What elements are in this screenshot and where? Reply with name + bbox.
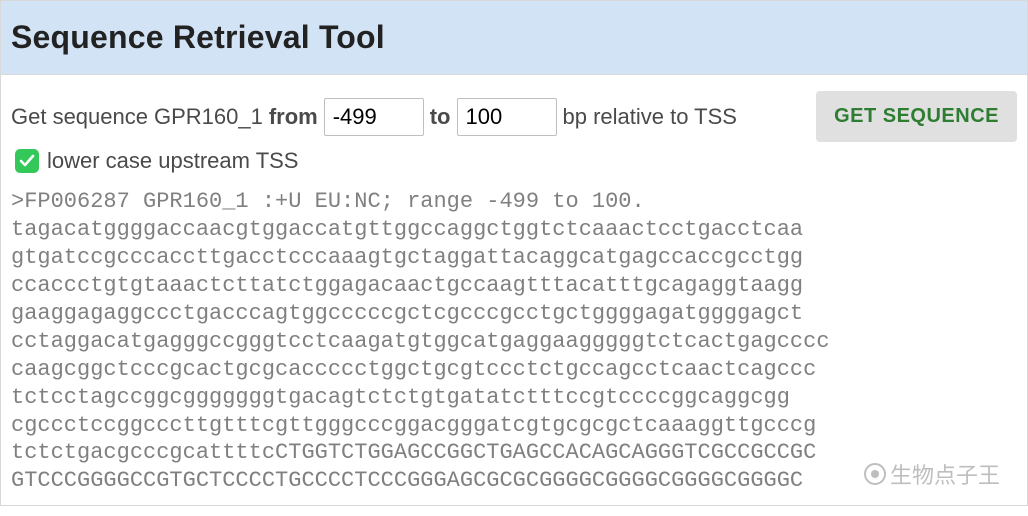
to-input[interactable] [457, 98, 557, 136]
from-label: from [269, 104, 318, 130]
lowercase-label: lower case upstream TSS [47, 148, 298, 174]
title-bar: Sequence Retrieval Tool [1, 1, 1027, 75]
prefix-label: Get sequence [11, 104, 148, 130]
gene-id-label: GPR160_1 [154, 104, 263, 130]
lowercase-checkbox[interactable] [15, 149, 39, 173]
lowercase-option-row: lower case upstream TSS [1, 148, 1027, 188]
get-sequence-button[interactable]: GET SEQUENCE [816, 91, 1017, 142]
from-input[interactable] [324, 98, 424, 136]
page-title: Sequence Retrieval Tool [11, 19, 1017, 56]
tool-panel: Sequence Retrieval Tool Get sequence GPR… [0, 0, 1028, 506]
to-label: to [430, 104, 451, 130]
fasta-output: >FP006287 GPR160_1 :+U EU:NC; range -499… [1, 188, 1027, 505]
suffix-label: bp relative to TSS [563, 104, 737, 130]
check-icon [19, 153, 35, 169]
sequence-form-row: Get sequence GPR160_1 from to bp relativ… [1, 75, 1027, 148]
